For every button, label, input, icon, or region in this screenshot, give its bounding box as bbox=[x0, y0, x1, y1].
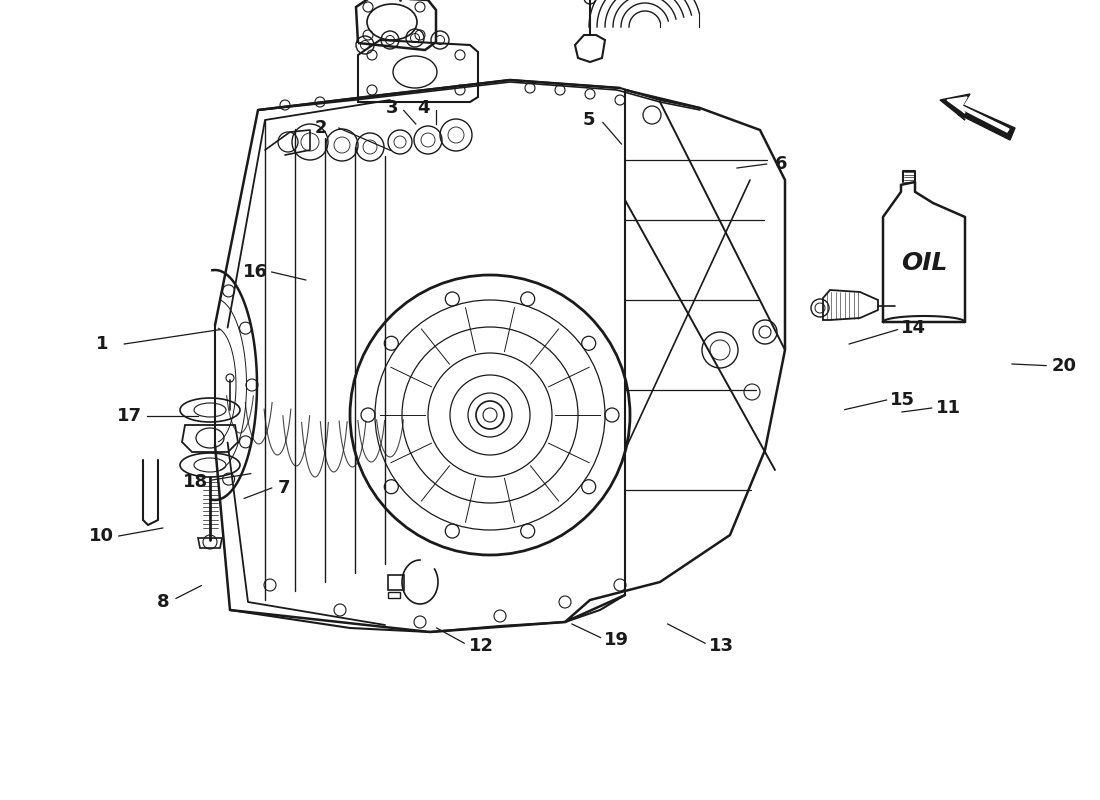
Polygon shape bbox=[947, 97, 1009, 132]
Text: 13: 13 bbox=[710, 638, 734, 655]
Text: 6: 6 bbox=[774, 155, 788, 173]
Text: 10: 10 bbox=[89, 527, 113, 545]
Text: OIL: OIL bbox=[901, 251, 947, 275]
Text: 2: 2 bbox=[315, 119, 328, 137]
Text: 1: 1 bbox=[96, 335, 109, 353]
Text: 19: 19 bbox=[604, 631, 628, 649]
Text: 12: 12 bbox=[470, 638, 494, 655]
Text: 20: 20 bbox=[1052, 357, 1076, 374]
Text: 7: 7 bbox=[277, 479, 290, 497]
Text: 11: 11 bbox=[936, 399, 960, 417]
Text: 8: 8 bbox=[156, 593, 169, 610]
Polygon shape bbox=[940, 94, 1015, 140]
Text: 16: 16 bbox=[243, 263, 267, 281]
Text: 4: 4 bbox=[417, 99, 430, 117]
Text: 17: 17 bbox=[118, 407, 142, 425]
Text: 18: 18 bbox=[184, 473, 208, 490]
Text: 3: 3 bbox=[385, 99, 398, 117]
Text: 15: 15 bbox=[890, 391, 914, 409]
Text: 5: 5 bbox=[582, 111, 595, 129]
Text: 14: 14 bbox=[901, 319, 925, 337]
